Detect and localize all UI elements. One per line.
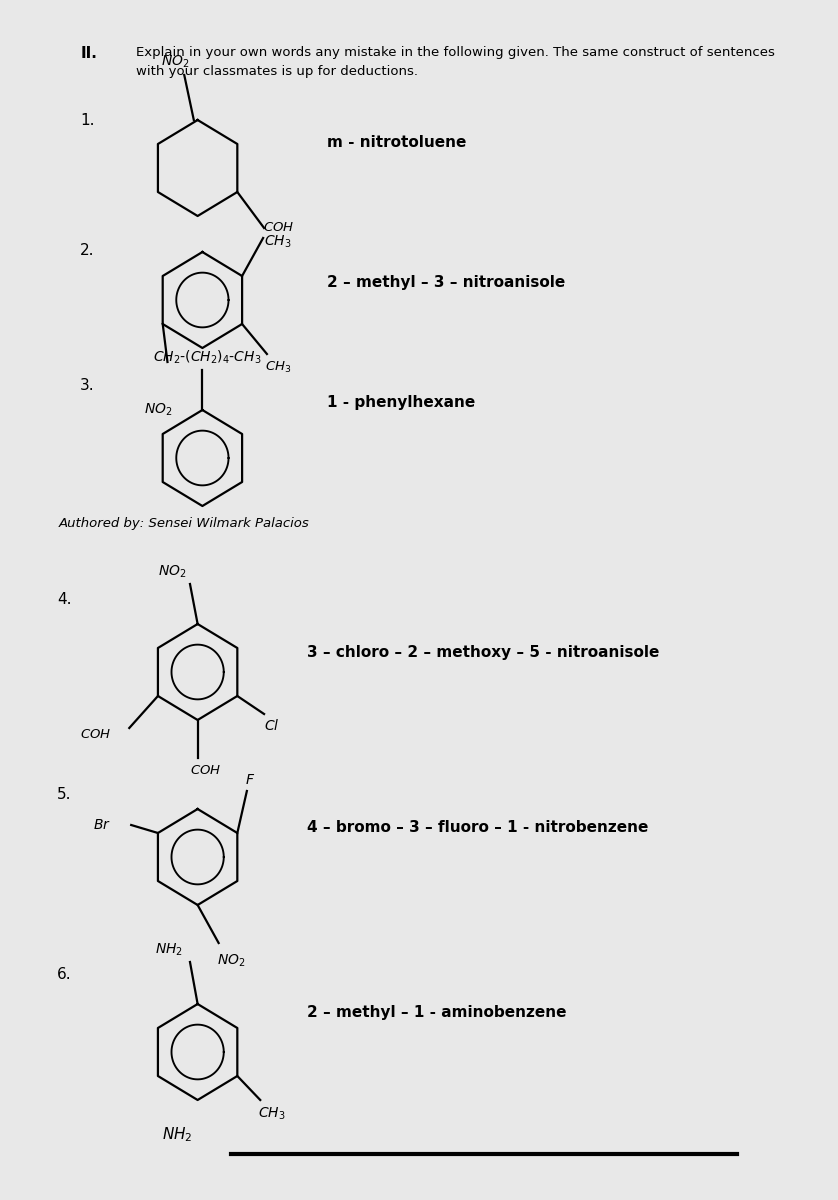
Text: 4.: 4. [57, 592, 72, 607]
Text: $COH$: $COH$ [190, 764, 221, 778]
Text: $CH_2$-$(CH_2)_4$-$CH_3$: $CH_2$-$(CH_2)_4$-$CH_3$ [153, 348, 261, 366]
Text: 6.: 6. [57, 967, 72, 982]
Text: 2.: 2. [80, 242, 95, 258]
Text: Explain in your own words any mistake in the following given. The same construct: Explain in your own words any mistake in… [136, 46, 774, 59]
Text: $NO_2$: $NO_2$ [143, 402, 172, 419]
Text: $Br$: $Br$ [93, 818, 111, 832]
Text: 5.: 5. [57, 787, 72, 802]
Text: $CH_3$: $CH_3$ [265, 360, 292, 376]
Text: $Cl$: $Cl$ [264, 718, 280, 733]
Text: $NH_2$: $NH_2$ [155, 942, 183, 958]
Text: 2 – methyl – 1 - aminobenzene: 2 – methyl – 1 - aminobenzene [308, 1004, 567, 1020]
Text: m - nitrotoluene: m - nitrotoluene [327, 136, 466, 150]
Text: $NO_2$: $NO_2$ [158, 564, 186, 580]
Text: 3 – chloro – 2 – methoxy – 5 - nitroanisole: 3 – chloro – 2 – methoxy – 5 - nitroanis… [308, 644, 660, 660]
Text: 1.: 1. [80, 113, 95, 128]
Text: $NO_2$: $NO_2$ [217, 953, 246, 970]
Text: II.: II. [80, 46, 97, 61]
Text: 3.: 3. [80, 378, 95, 392]
Text: $CH_3$: $CH_3$ [264, 234, 292, 251]
Text: Authored by: Sensei Wilmark Palacios: Authored by: Sensei Wilmark Palacios [59, 517, 310, 530]
Text: 4 – bromo – 3 – fluoro – 1 - nitrobenzene: 4 – bromo – 3 – fluoro – 1 - nitrobenzen… [308, 820, 649, 834]
Text: $COH$: $COH$ [80, 728, 111, 740]
Text: 1 - phenylhexane: 1 - phenylhexane [327, 396, 475, 410]
Text: $F$: $F$ [245, 773, 255, 787]
Text: $NO_2$: $NO_2$ [162, 54, 190, 70]
Text: $COH$: $COH$ [263, 221, 294, 234]
Text: $CH_3$: $CH_3$ [258, 1106, 286, 1122]
Text: with your classmates is up for deductions.: with your classmates is up for deduction… [136, 65, 417, 78]
Text: $NH_2$: $NH_2$ [163, 1126, 193, 1144]
Text: 2 – methyl – 3 – nitroanisole: 2 – methyl – 3 – nitroanisole [327, 276, 565, 290]
